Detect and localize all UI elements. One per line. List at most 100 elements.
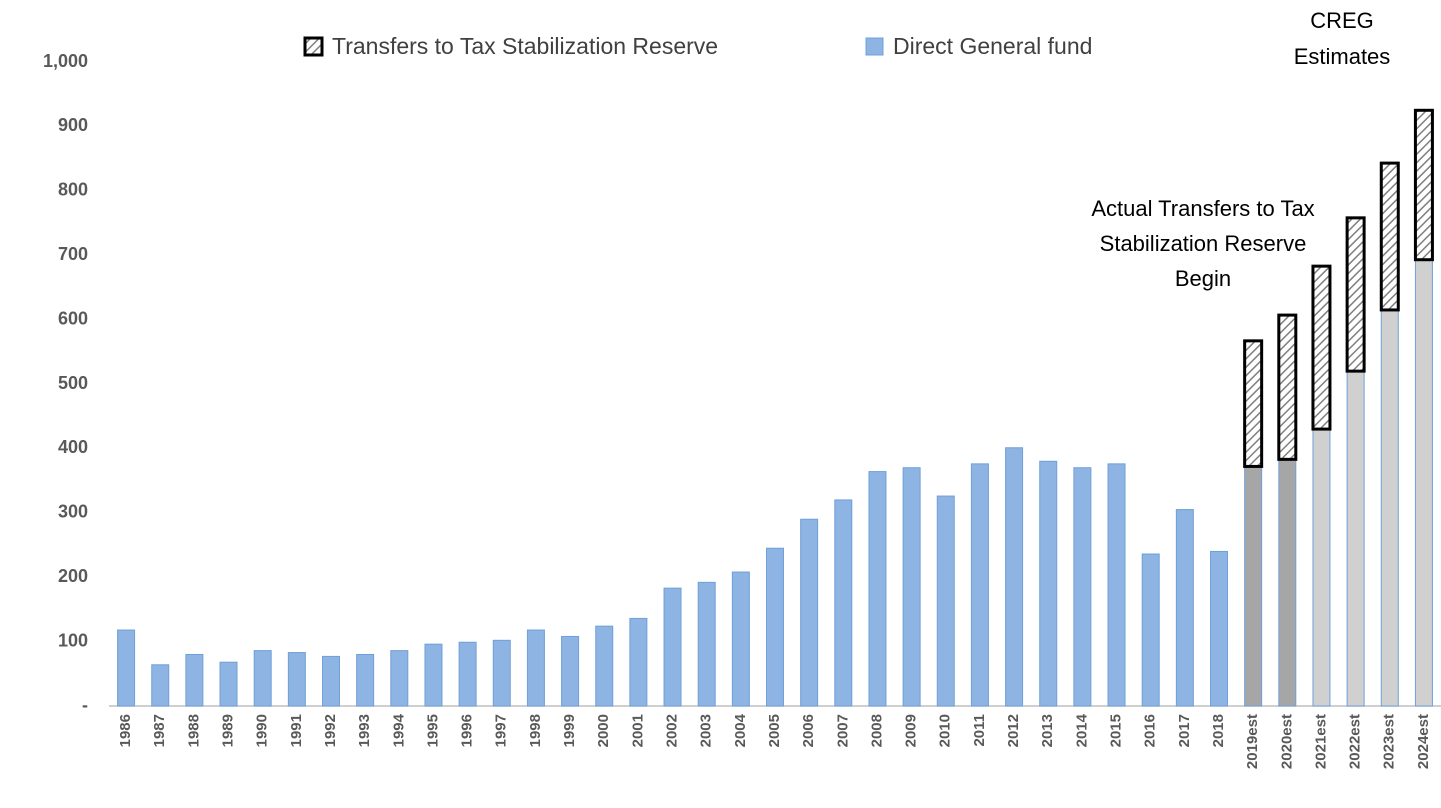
bar xyxy=(1346,370,1365,707)
bar xyxy=(1039,460,1058,707)
annotation: Estimates xyxy=(1294,44,1391,69)
annotation: Actual Transfers to Tax xyxy=(1091,196,1314,221)
bar xyxy=(902,467,921,707)
y-tick-label: 900 xyxy=(58,115,88,135)
bar xyxy=(458,641,477,707)
legend-swatch xyxy=(303,36,324,57)
bar xyxy=(561,635,580,707)
bar xyxy=(356,653,375,707)
y-tick-label: 300 xyxy=(58,502,88,522)
x-tick-label: 2003 xyxy=(698,714,715,747)
bar xyxy=(1379,161,1400,312)
x-tick-label: 1998 xyxy=(527,714,544,747)
bar xyxy=(253,650,272,707)
bar xyxy=(1107,463,1126,707)
x-tick-label: 2017 xyxy=(1176,714,1193,747)
bar xyxy=(322,655,340,707)
bar xyxy=(970,463,989,707)
x-tick-label: 2004 xyxy=(732,713,749,747)
bar xyxy=(936,495,955,707)
x-tick-label: 2020est xyxy=(1278,714,1295,769)
bar xyxy=(697,581,716,707)
x-tick-label: 1989 xyxy=(220,714,237,747)
x-tick-label: 2008 xyxy=(868,714,885,747)
x-tick-label: 2006 xyxy=(800,714,817,747)
annotation: Stabilization Reserve xyxy=(1100,231,1307,256)
x-tick-label: 2023est xyxy=(1381,714,1398,769)
bar xyxy=(1175,509,1194,707)
x-tick-label: 2016 xyxy=(1142,714,1159,747)
bar xyxy=(219,661,238,707)
y-tick-label: 700 xyxy=(58,244,88,264)
x-tick-label: 2015 xyxy=(1108,714,1125,747)
bar xyxy=(526,629,545,707)
bar xyxy=(766,547,784,707)
bar xyxy=(1311,264,1332,431)
bar xyxy=(151,664,170,707)
legend-swatch xyxy=(865,37,884,56)
x-tick-label: 2011 xyxy=(971,714,988,747)
bar xyxy=(185,653,204,707)
bar xyxy=(1414,259,1433,707)
x-tick-label: 1990 xyxy=(254,714,271,747)
bar xyxy=(1277,313,1298,461)
annotation: CREG xyxy=(1310,8,1374,33)
bar xyxy=(595,625,614,707)
x-tick-label: 2002 xyxy=(664,714,681,747)
y-tick-label: 600 xyxy=(58,308,88,328)
bar xyxy=(117,629,136,707)
bar xyxy=(629,617,648,707)
x-tick-label: 1986 xyxy=(117,714,134,747)
y-tick-label: 200 xyxy=(58,566,88,586)
bar xyxy=(1243,339,1264,468)
bar xyxy=(1073,467,1092,707)
x-tick-label: 1994 xyxy=(390,713,407,747)
annotation: Begin xyxy=(1175,266,1231,291)
bar xyxy=(834,499,853,707)
x-tick-label: 1992 xyxy=(322,714,339,747)
x-tick-label: 1997 xyxy=(493,714,510,747)
bar xyxy=(1005,447,1024,707)
bar xyxy=(1210,550,1228,707)
bar xyxy=(800,518,819,707)
bar xyxy=(1413,108,1434,262)
x-tick-label: 2007 xyxy=(834,714,851,747)
x-tick-label: 2000 xyxy=(595,714,612,747)
bar xyxy=(1141,553,1160,707)
x-tick-label: 2018 xyxy=(1210,714,1227,747)
x-tick-label: 1993 xyxy=(356,714,373,747)
x-tick-label: 1987 xyxy=(151,714,168,747)
x-tick-label: 2019est xyxy=(1244,714,1261,769)
x-tick-label: 1999 xyxy=(561,714,578,747)
bar xyxy=(390,650,409,707)
x-tick-label: 2005 xyxy=(766,714,783,747)
bar xyxy=(424,643,443,707)
x-tick-label: 2009 xyxy=(903,714,920,747)
bar xyxy=(1345,216,1366,373)
bar xyxy=(663,587,682,707)
x-tick-label: 1996 xyxy=(459,714,476,747)
bar xyxy=(1278,458,1297,707)
x-tick-label: 2010 xyxy=(937,714,954,747)
y-tick-label: 400 xyxy=(58,437,88,457)
y-tick-label: 500 xyxy=(58,373,88,393)
legend-label: Transfers to Tax Stabilization Reserve xyxy=(332,33,718,59)
legend-label: Direct General fund xyxy=(893,33,1092,59)
bar xyxy=(492,639,511,707)
x-tick-label: 1995 xyxy=(424,714,441,747)
x-tick-label: 2013 xyxy=(1039,714,1056,747)
x-tick-label: 2001 xyxy=(629,714,646,747)
bar xyxy=(868,471,887,707)
bar xyxy=(1244,465,1263,707)
y-tick-label: 1,000 xyxy=(43,51,88,71)
x-tick-label: 1988 xyxy=(185,714,202,747)
x-tick-label: 2022est xyxy=(1347,714,1364,769)
bar xyxy=(287,652,306,707)
x-tick-label: 2014 xyxy=(1073,713,1090,747)
bar xyxy=(731,571,750,707)
x-tick-label: 2024est xyxy=(1415,714,1432,769)
y-tick-label: 100 xyxy=(58,630,88,650)
bar xyxy=(1312,428,1331,707)
x-tick-label: 2021est xyxy=(1312,714,1329,769)
